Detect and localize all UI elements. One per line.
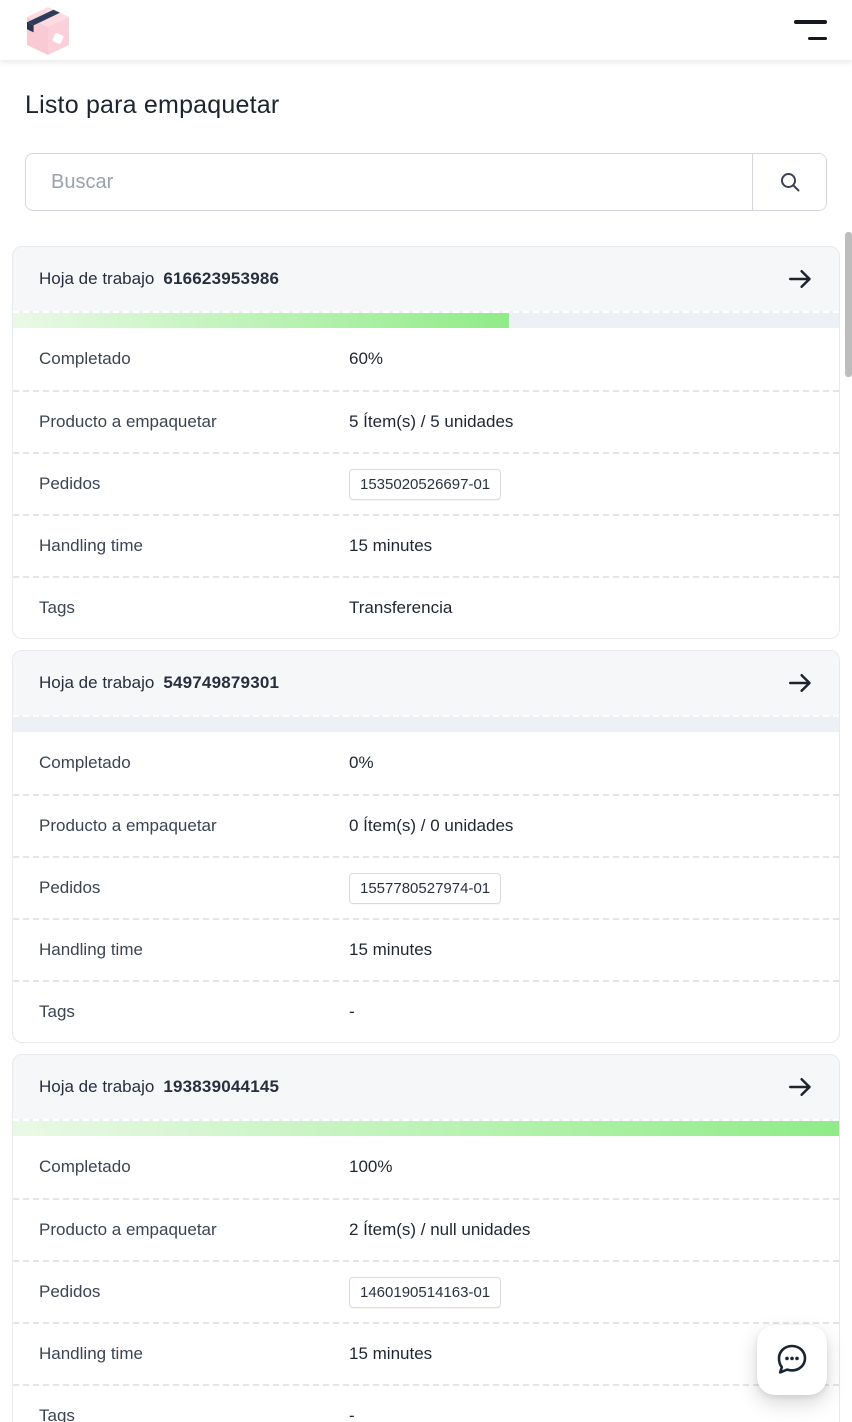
worksheet-card-header[interactable]: Hoja de trabajo 193839044145: [13, 1055, 839, 1119]
field-label: Completado: [39, 1157, 131, 1176]
progress-fill: [13, 313, 509, 328]
hamburger-bar-top: [794, 20, 827, 24]
field-row-completado: Completado 60%: [13, 328, 839, 390]
worksheet-id: 616623953986: [163, 269, 280, 288]
field-label: Tags: [39, 1002, 75, 1021]
search-icon: [780, 173, 799, 192]
chat-bubble-icon: [777, 1344, 807, 1374]
arrow-right-icon: [789, 269, 811, 289]
page-title: Listo para empaquetar: [25, 91, 280, 119]
field-label: Handling time: [39, 1344, 143, 1363]
worksheet-title-label: Hoja de trabajo: [39, 269, 155, 288]
field-label: Tags: [39, 1406, 75, 1422]
field-row-producto: Producto a empaquetar 0 Ítem(s) / 0 unid…: [13, 794, 839, 856]
field-value: 1460190514163-01: [349, 1276, 502, 1308]
worksheet-title: Hoja de trabajo 616623953986: [39, 269, 279, 289]
field-row-pedidos: Pedidos 1535020526697-01: [13, 452, 839, 514]
chat-button[interactable]: [757, 1325, 827, 1395]
worksheet-fields: Completado 60% Producto a empaquetar 5 Í…: [13, 328, 839, 638]
field-label: Handling time: [39, 536, 143, 555]
field-row-handling: Handling time 15 minutes: [13, 1322, 839, 1384]
field-row-tags: Tags -: [13, 1384, 839, 1422]
worksheet-title: Hoja de trabajo 549749879301: [39, 673, 279, 693]
field-row-pedidos: Pedidos 1557780527974-01: [13, 856, 839, 918]
field-label: Pedidos: [39, 474, 101, 493]
worksheet-card-header[interactable]: Hoja de trabajo 616623953986: [13, 247, 839, 311]
worksheet-fields: Completado 100% Producto a empaquetar 2 …: [13, 1136, 839, 1422]
field-row-producto: Producto a empaquetar 5 Ítem(s) / 5 unid…: [13, 390, 839, 452]
field-value: 0%: [349, 753, 374, 772]
search-button[interactable]: [752, 154, 826, 210]
worksheet-title-label: Hoja de trabajo: [39, 673, 155, 692]
field-row-handling: Handling time 15 minutes: [13, 918, 839, 980]
field-value: -: [349, 1002, 355, 1021]
worksheet-card-header[interactable]: Hoja de trabajo 549749879301: [13, 651, 839, 715]
open-worksheet-button[interactable]: [787, 1074, 813, 1100]
field-label: Producto a empaquetar: [39, 1220, 217, 1239]
worksheet-list: Hoja de trabajo 616623953986 Completado 6…: [12, 246, 840, 1422]
field-value: Transferencia: [349, 598, 453, 617]
worksheet-title: Hoja de trabajo 193839044145: [39, 1077, 279, 1097]
order-badge[interactable]: 1535020526697-01: [349, 468, 502, 500]
app-logo-icon[interactable]: [25, 6, 71, 56]
field-value: 15 minutes: [349, 536, 433, 555]
app-header: [0, 0, 852, 60]
field-value: 100%: [349, 1157, 393, 1176]
field-label: Completado: [39, 349, 131, 368]
field-row-handling: Handling time 15 minutes: [13, 514, 839, 576]
field-label: Handling time: [39, 940, 143, 959]
field-row-tags: Tags -: [13, 980, 839, 1042]
field-row-tags: Tags Transferencia: [13, 576, 839, 638]
field-label: Tags: [39, 598, 75, 617]
hamburger-bar-bottom: [808, 36, 827, 40]
worksheet-card: Hoja de trabajo 549749879301 Completado 0…: [12, 650, 840, 1043]
search-input[interactable]: [26, 154, 752, 210]
search-bar: [25, 153, 827, 211]
field-value: 5 Ítem(s) / 5 unidades: [349, 412, 514, 431]
field-value: 1557780527974-01: [349, 872, 502, 904]
worksheet-card: Hoja de trabajo 616623953986 Completado 6…: [12, 246, 840, 639]
arrow-right-icon: [789, 1077, 811, 1097]
order-badge[interactable]: 1557780527974-01: [349, 872, 502, 904]
field-value: 1535020526697-01: [349, 468, 502, 500]
field-row-completado: Completado 100%: [13, 1136, 839, 1198]
open-worksheet-button[interactable]: [787, 266, 813, 292]
worksheet-title-label: Hoja de trabajo: [39, 1077, 155, 1096]
field-value: 15 minutes: [349, 940, 433, 959]
field-value: 2 Ítem(s) / null unidades: [349, 1220, 531, 1239]
progress-fill: [13, 1121, 839, 1136]
field-label: Producto a empaquetar: [39, 412, 217, 431]
scrollbar-thumb[interactable]: [845, 232, 852, 377]
worksheet-fields: Completado 0% Producto a empaquetar 0 Ít…: [13, 732, 839, 1042]
progress-bar: [13, 311, 839, 328]
progress-bar: [13, 715, 839, 732]
arrow-right-icon: [789, 673, 811, 693]
field-label: Pedidos: [39, 878, 101, 897]
field-label: Producto a empaquetar: [39, 816, 217, 835]
field-label: Pedidos: [39, 1282, 101, 1301]
open-worksheet-button[interactable]: [787, 670, 813, 696]
field-value: 15 minutes: [349, 1344, 433, 1363]
field-row-pedidos: Pedidos 1460190514163-01: [13, 1260, 839, 1322]
field-value: 60%: [349, 349, 384, 368]
hamburger-menu-button[interactable]: [793, 17, 827, 43]
order-badge[interactable]: 1460190514163-01: [349, 1276, 502, 1308]
field-value: -: [349, 1406, 355, 1422]
progress-bar: [13, 1119, 839, 1136]
field-value: 0 Ítem(s) / 0 unidades: [349, 816, 514, 835]
worksheet-id: 193839044145: [163, 1077, 280, 1096]
field-row-completado: Completado 0%: [13, 732, 839, 794]
worksheet-id: 549749879301: [163, 673, 280, 692]
worksheet-card: Hoja de trabajo 193839044145 Completado 1…: [12, 1054, 840, 1422]
field-row-producto: Producto a empaquetar 2 Ítem(s) / null u…: [13, 1198, 839, 1260]
field-label: Completado: [39, 753, 131, 772]
